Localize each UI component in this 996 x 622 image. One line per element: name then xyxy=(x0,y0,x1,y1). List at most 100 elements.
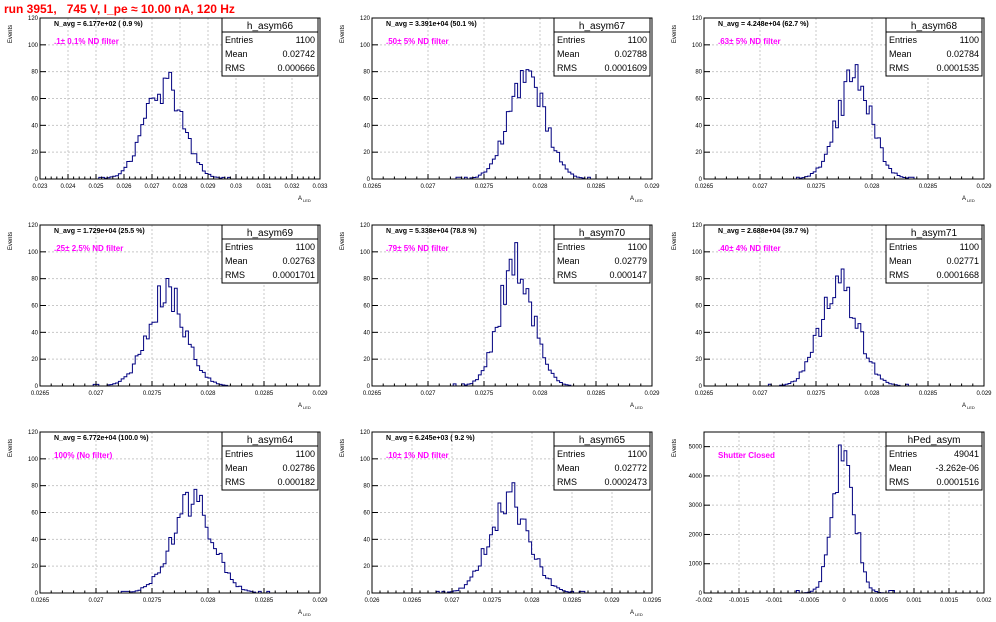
stats-value: 0.0002473 xyxy=(604,477,647,487)
stats-label: Mean xyxy=(557,463,580,473)
histogram-series xyxy=(372,69,652,180)
stats-value: 0.02779 xyxy=(614,256,647,266)
navg-label: N_avg = 6.177e+02 ( 0.9 %) xyxy=(54,21,143,28)
x-tick-label: 0.0265 xyxy=(363,391,382,397)
x-tick-label: 0.026 xyxy=(364,598,380,604)
y-tick-label: 60 xyxy=(363,97,370,103)
x-tick-label: 0.0285 xyxy=(255,598,274,604)
x-tick-label: 0.027 xyxy=(88,598,104,604)
x-tick-label: 0.029 xyxy=(200,184,216,190)
navg-label: N_avg = 1.729e+04 (25.5 %) xyxy=(54,228,145,235)
histogram-series xyxy=(40,488,320,594)
x-tick-label: 0.0275 xyxy=(807,391,826,397)
y-tick-label: 120 xyxy=(692,223,703,229)
y-tick-label: 120 xyxy=(360,16,371,22)
y-axis-title: Events xyxy=(672,439,678,457)
y-tick-label: 100 xyxy=(28,457,39,463)
y-tick-label: 80 xyxy=(31,484,38,490)
x-tick-label: 0.0275 xyxy=(483,598,502,604)
x-tick-label: 0.0285 xyxy=(587,184,606,190)
stats-label: Mean xyxy=(889,463,912,473)
stats-label: Mean xyxy=(225,463,248,473)
navg-label: N_avg = 5.338e+04 (78.8 %) xyxy=(386,228,477,235)
x-tick-label: 0.028 xyxy=(864,391,880,397)
navg-label: N_avg = 4.248e+04 (62.7 %) xyxy=(718,21,809,28)
filter-label: .50± 5% ND filter xyxy=(386,37,449,46)
x-tick-label: 0.001 xyxy=(906,598,922,604)
y-tick-label: 80 xyxy=(363,484,370,490)
stats-value: 0.02788 xyxy=(614,49,647,59)
stats-label: Entries xyxy=(889,449,918,459)
y-tick-label: 60 xyxy=(363,511,370,517)
y-tick-label: 40 xyxy=(31,537,38,543)
y-tick-label: 120 xyxy=(360,223,371,229)
stats-value: 1100 xyxy=(296,449,315,459)
y-tick-label: 20 xyxy=(363,564,370,570)
navg-label: N_avg = 3.391e+04 (50.1 %) xyxy=(386,21,477,28)
x-tick-label: 0.029 xyxy=(604,598,620,604)
x-tick-label: 0.032 xyxy=(284,184,300,190)
y-axis-title: Events xyxy=(672,232,678,250)
stats-label: Mean xyxy=(889,256,912,266)
y-tick-label: 40 xyxy=(363,537,370,543)
histogram-pad-h_asym71: 0.0265 0.027 0.0275 0.028 0.0285 0.029 0 20 40 60… xyxy=(672,223,992,410)
x-tick-label: -0.0005 xyxy=(799,598,820,604)
x-tick-label: 0.0295 xyxy=(643,598,662,604)
stats-label: Entries xyxy=(557,242,586,252)
y-tick-label: 0 xyxy=(35,177,39,183)
x-axis-title: ALED xyxy=(962,196,975,203)
stats-label: RMS xyxy=(225,63,245,73)
histogram-name: h_asym64 xyxy=(247,435,294,446)
x-tick-label: 0.029 xyxy=(644,391,660,397)
y-tick-label: 0 xyxy=(367,591,371,597)
x-tick-label: 0.0265 xyxy=(695,184,714,190)
y-tick-label: 100 xyxy=(360,250,371,256)
filter-label: .25± 2.5% ND filter xyxy=(54,244,123,253)
stats-value: 0.02763 xyxy=(282,256,315,266)
stats-box xyxy=(553,431,651,491)
histogram-pad-h_asym67: 0.0265 0.027 0.0275 0.028 0.0285 0.029 0 20 40 60… xyxy=(340,16,660,203)
y-tick-label: 0 xyxy=(699,384,703,390)
y-tick-label: 100 xyxy=(360,457,371,463)
stats-value: 0.000182 xyxy=(277,477,315,487)
x-tick-label: 0.027 xyxy=(88,391,104,397)
histogram-name: h_asym70 xyxy=(579,228,626,239)
y-tick-label: 5000 xyxy=(689,445,703,451)
stats-label: Mean xyxy=(225,49,248,59)
filter-label: .63± 5% ND filter xyxy=(718,37,781,46)
x-tick-label: 0.025 xyxy=(88,184,104,190)
x-tick-label: 0.028 xyxy=(172,184,188,190)
y-tick-label: 40 xyxy=(695,123,702,129)
y-tick-label: 0 xyxy=(367,384,371,390)
navg-label: N_avg = 6.772e+04 (100.0 %) xyxy=(54,435,149,442)
stats-value: 1100 xyxy=(960,35,979,45)
y-tick-label: 2000 xyxy=(689,532,703,538)
x-tick-label: 0.0275 xyxy=(143,391,162,397)
navg-label: N_avg = 2.688e+04 (39.7 %) xyxy=(718,228,809,235)
y-tick-label: 0 xyxy=(699,177,703,183)
stats-label: RMS xyxy=(557,63,577,73)
histogram-pad-h_asym64: 0.0265 0.027 0.0275 0.028 0.0285 0.029 0 20 40 60… xyxy=(8,430,328,617)
stats-label: RMS xyxy=(889,270,909,280)
x-tick-label: 0.028 xyxy=(532,391,548,397)
y-tick-label: 0 xyxy=(35,384,39,390)
x-tick-label: 0.0285 xyxy=(919,391,938,397)
filter-label: 100% (No filter) xyxy=(54,451,113,460)
y-tick-label: 0 xyxy=(367,177,371,183)
histogram-name: h_asym71 xyxy=(911,228,958,239)
y-tick-label: 0 xyxy=(699,591,703,597)
stats-value: 0.0001535 xyxy=(936,63,979,73)
x-tick-label: 0.028 xyxy=(200,391,216,397)
x-tick-label: 0.029 xyxy=(644,184,660,190)
stats-box xyxy=(553,224,651,284)
y-tick-label: 20 xyxy=(695,150,702,156)
x-tick-label: 0.029 xyxy=(312,391,328,397)
x-tick-label: 0.027 xyxy=(420,184,436,190)
stats-box xyxy=(221,431,319,491)
y-tick-label: 20 xyxy=(31,150,38,156)
x-tick-label: -0.0015 xyxy=(729,598,750,604)
x-tick-label: 0.027 xyxy=(752,184,768,190)
y-tick-label: 100 xyxy=(692,250,703,256)
stats-value: 0.02772 xyxy=(614,463,647,473)
filter-label: .79± 5% ND filter xyxy=(386,244,449,253)
